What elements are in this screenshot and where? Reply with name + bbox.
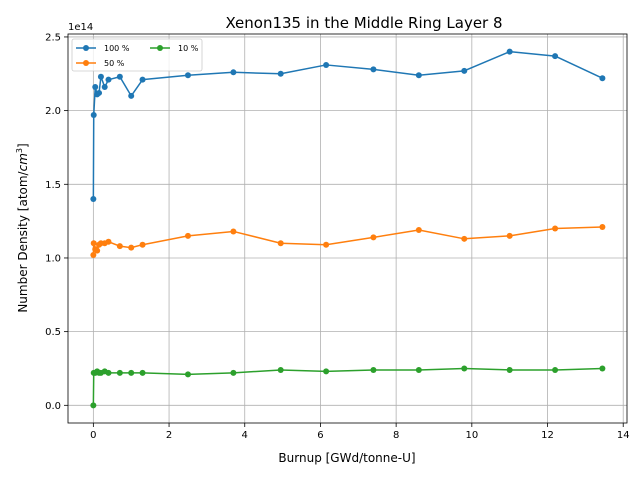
x-axis: 0 2 4 6 8 10 12 14	[90, 423, 630, 441]
series-50-percent	[90, 224, 606, 259]
x-tick-label: 14	[617, 430, 630, 441]
data-point	[90, 240, 97, 247]
data-point	[230, 228, 237, 235]
y-axis-label: Number Density [atom/cm3]	[15, 143, 30, 312]
data-point	[139, 241, 146, 248]
legend-box	[71, 38, 203, 72]
y-offset-label: 1e14	[68, 22, 93, 33]
x-tick-label: 12	[541, 430, 554, 441]
data-point	[94, 247, 101, 254]
data-point	[128, 244, 135, 251]
legend-marker	[83, 45, 89, 51]
x-tick-label: 8	[393, 430, 399, 441]
data-point	[230, 369, 237, 376]
data-point	[116, 369, 123, 376]
data-point	[230, 69, 237, 76]
data-point	[92, 84, 99, 91]
data-point	[370, 66, 377, 73]
data-point	[105, 76, 112, 83]
x-tick-label: 4	[242, 430, 248, 441]
y-tick-label: 0.5	[45, 327, 61, 338]
x-tick-label: 10	[465, 430, 478, 441]
data-point	[415, 72, 422, 79]
y-tick-label: 1.0	[45, 253, 61, 264]
data-point	[139, 76, 146, 83]
x-tick-label: 6	[317, 430, 323, 441]
data-point	[461, 235, 468, 242]
data-point	[461, 365, 468, 372]
chart-title: Xenon135 in the Middle Ring Layer 8	[225, 14, 502, 32]
data-point	[90, 112, 97, 119]
y-tick-label: 2.0	[45, 106, 61, 117]
legend: 100 % 50 % 10 %	[71, 38, 203, 72]
data-point	[552, 366, 559, 373]
data-point	[599, 75, 606, 82]
legend-label: 50 %	[104, 59, 125, 68]
series-100-percent	[90, 48, 606, 203]
data-point	[370, 234, 377, 241]
legend-marker	[83, 60, 89, 66]
x-tick-label: 0	[90, 430, 96, 441]
data-point	[323, 61, 330, 68]
data-point	[101, 84, 108, 91]
data-point	[277, 366, 284, 373]
data-point	[461, 67, 468, 74]
legend-label: 100 %	[104, 44, 130, 53]
y-axis: 0.0 0.5 1.0 1.5 2.0 2.5	[45, 32, 68, 412]
data-point	[370, 366, 377, 373]
data-point	[277, 70, 284, 77]
data-point	[105, 238, 112, 245]
y-tick-label: 1.5	[45, 180, 61, 191]
y-tick-label: 0.0	[45, 401, 61, 412]
x-tick-label: 2	[166, 430, 172, 441]
data-point	[128, 369, 135, 376]
data-point	[116, 243, 123, 250]
legend-marker	[157, 45, 163, 51]
data-point	[90, 196, 97, 203]
data-point	[184, 232, 191, 239]
data-point	[323, 368, 330, 375]
data-point	[105, 369, 112, 376]
data-point	[128, 92, 135, 99]
series-layer	[90, 48, 606, 409]
data-point	[116, 73, 123, 80]
data-point	[277, 240, 284, 247]
data-point	[97, 73, 104, 80]
data-point	[415, 366, 422, 373]
data-point	[506, 366, 513, 373]
plot-frame	[67, 33, 628, 424]
x-axis-label: Burnup [GWd/tonne-U]	[278, 451, 415, 465]
data-point	[506, 232, 513, 239]
data-point	[139, 369, 146, 376]
legend-label: 10 %	[178, 44, 199, 53]
data-point	[90, 402, 97, 409]
data-point	[552, 225, 559, 232]
data-point	[184, 72, 191, 79]
data-point	[184, 371, 191, 378]
series-10-percent	[90, 365, 606, 409]
y-tick-label: 2.5	[45, 32, 61, 43]
data-point	[96, 89, 103, 96]
data-point	[599, 365, 606, 372]
data-point	[415, 226, 422, 233]
grid	[68, 34, 627, 423]
data-point	[552, 53, 559, 60]
data-point	[506, 48, 513, 55]
data-point	[90, 252, 97, 259]
data-point	[323, 241, 330, 248]
data-point	[599, 224, 606, 231]
